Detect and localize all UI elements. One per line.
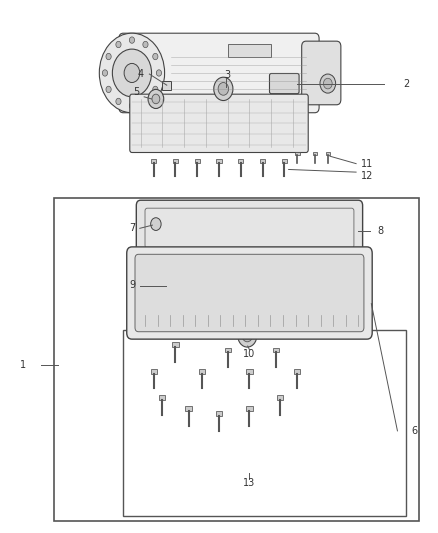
Circle shape — [320, 74, 336, 93]
Bar — [151, 159, 156, 163]
Circle shape — [148, 90, 164, 109]
Bar — [238, 159, 244, 163]
Bar — [225, 348, 231, 352]
Bar — [162, 82, 171, 90]
Circle shape — [218, 83, 229, 95]
FancyBboxPatch shape — [130, 94, 308, 152]
Circle shape — [143, 42, 148, 47]
Circle shape — [116, 98, 121, 104]
Text: 5: 5 — [133, 86, 139, 96]
Circle shape — [238, 324, 257, 347]
FancyBboxPatch shape — [127, 247, 372, 339]
Text: 11: 11 — [361, 159, 373, 168]
FancyBboxPatch shape — [166, 280, 192, 292]
Bar — [228, 44, 271, 57]
FancyBboxPatch shape — [119, 33, 319, 113]
Circle shape — [102, 70, 108, 76]
Circle shape — [116, 42, 121, 47]
Circle shape — [129, 37, 134, 43]
Circle shape — [113, 49, 152, 97]
Bar — [313, 152, 317, 155]
Circle shape — [151, 217, 161, 230]
Text: 8: 8 — [377, 226, 383, 236]
FancyBboxPatch shape — [136, 200, 363, 256]
Circle shape — [153, 86, 158, 93]
Circle shape — [242, 329, 253, 342]
FancyBboxPatch shape — [135, 254, 364, 332]
Bar — [173, 159, 178, 163]
Bar — [185, 406, 191, 411]
Text: 4: 4 — [138, 69, 144, 79]
FancyBboxPatch shape — [302, 41, 341, 105]
Bar — [216, 159, 222, 163]
Circle shape — [124, 63, 140, 83]
Text: 10: 10 — [244, 349, 256, 359]
Text: 3: 3 — [225, 70, 231, 79]
Circle shape — [323, 78, 332, 89]
Circle shape — [129, 103, 134, 109]
Text: 13: 13 — [244, 478, 256, 488]
Bar — [53, 198, 419, 521]
Text: 6: 6 — [412, 426, 418, 436]
Bar — [325, 152, 330, 155]
Bar — [282, 159, 287, 163]
Bar — [295, 152, 300, 155]
Bar — [123, 330, 406, 516]
Bar — [194, 159, 200, 163]
Bar — [260, 159, 265, 163]
Text: 12: 12 — [361, 172, 373, 181]
Circle shape — [152, 94, 160, 104]
Bar — [173, 342, 179, 347]
Text: 9: 9 — [129, 280, 135, 290]
Bar — [247, 369, 253, 374]
Circle shape — [106, 53, 111, 60]
Text: 2: 2 — [403, 78, 409, 88]
Bar — [198, 369, 205, 374]
Bar — [151, 369, 157, 374]
Circle shape — [153, 53, 158, 60]
Bar — [272, 348, 279, 352]
Text: 7: 7 — [129, 223, 135, 233]
Circle shape — [214, 77, 233, 101]
Bar — [247, 406, 253, 411]
Bar — [159, 395, 166, 400]
Circle shape — [106, 86, 111, 93]
Text: 1: 1 — [20, 360, 26, 369]
Bar — [277, 395, 283, 400]
Circle shape — [156, 70, 162, 76]
Circle shape — [99, 33, 165, 113]
Bar — [216, 411, 222, 416]
Circle shape — [143, 98, 148, 104]
FancyBboxPatch shape — [269, 74, 299, 94]
Bar — [294, 369, 300, 374]
